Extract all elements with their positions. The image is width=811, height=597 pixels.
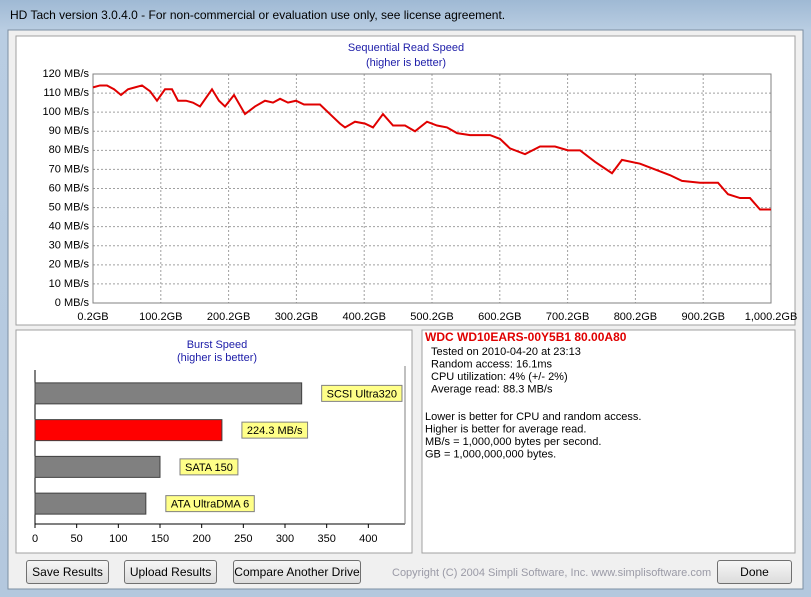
x-tick-label: 800.2GB bbox=[614, 311, 657, 323]
y-tick-label: 90 MB/s bbox=[49, 125, 90, 137]
x-tick-label: 500.2GB bbox=[410, 311, 453, 323]
info-line: CPU utilization: 4% (+/- 2%) bbox=[431, 371, 568, 383]
x-tick-label: 200 bbox=[192, 533, 210, 545]
y-tick-label: 40 MB/s bbox=[49, 221, 90, 233]
y-tick-label: 120 MB/s bbox=[43, 68, 90, 80]
save-button[interactable]: Save Results bbox=[26, 560, 109, 584]
bar bbox=[34, 455, 161, 478]
x-tick-label: 400 bbox=[359, 533, 377, 545]
x-tick-label: 400.2GB bbox=[342, 311, 385, 323]
info-note: Lower is better for CPU and random acces… bbox=[425, 411, 641, 423]
bar bbox=[34, 419, 223, 442]
x-tick-label: 0 bbox=[32, 533, 38, 545]
chart-title: Burst Speed bbox=[187, 339, 248, 351]
x-tick-label: 900.2GB bbox=[681, 311, 724, 323]
bar-label: SCSI Ultra320 bbox=[327, 388, 397, 400]
copyright: Copyright (C) 2004 Simpli Software, Inc.… bbox=[392, 567, 711, 579]
y-tick-label: 20 MB/s bbox=[49, 259, 90, 271]
y-tick-label: 0 MB/s bbox=[55, 297, 90, 309]
chart-title: Sequential Read Speed bbox=[348, 42, 464, 54]
x-tick-label: 1,000.2GB bbox=[745, 311, 798, 323]
x-tick-label: 0.2GB bbox=[77, 311, 108, 323]
y-tick-label: 50 MB/s bbox=[49, 201, 90, 213]
x-tick-label: 300 bbox=[276, 533, 294, 545]
bar-label-box bbox=[179, 458, 239, 476]
x-tick-label: 50 bbox=[71, 533, 83, 545]
chart-subtitle: (higher is better) bbox=[366, 57, 446, 69]
y-tick-label: 110 MB/s bbox=[43, 87, 89, 99]
x-tick-label: 300.2GB bbox=[275, 311, 318, 323]
info-line: Average read: 88.3 MB/s bbox=[431, 383, 553, 395]
drive-name: WDC WD10EARS-00Y5B1 80.00A80 bbox=[425, 330, 627, 344]
y-tick-label: 30 MB/s bbox=[49, 240, 90, 252]
info-line: Tested on 2010-04-20 at 23:13 bbox=[431, 346, 581, 358]
info-note: MB/s = 1,000,000 bytes per second. bbox=[425, 436, 601, 448]
bar-label: SATA 150 bbox=[185, 462, 233, 474]
bar-label: ATA UltraDMA 6 bbox=[171, 499, 249, 511]
bar-label-box bbox=[241, 421, 309, 439]
x-tick-label: 200.2GB bbox=[207, 311, 250, 323]
x-tick-label: 700.2GB bbox=[546, 311, 589, 323]
compare-button[interactable]: Compare Another Drive bbox=[233, 560, 361, 584]
x-tick-label: 100 bbox=[109, 533, 127, 545]
x-tick-label: 350 bbox=[317, 533, 335, 545]
bar-label-box bbox=[321, 384, 403, 402]
y-tick-label: 70 MB/s bbox=[49, 163, 90, 175]
x-tick-label: 250 bbox=[234, 533, 252, 545]
read-line bbox=[92, 84, 771, 211]
info-panel bbox=[421, 329, 796, 554]
window-title: HD Tach version 3.0.4.0 - For non-commer… bbox=[10, 8, 505, 22]
plot-frame bbox=[92, 73, 772, 304]
burst-panel bbox=[15, 329, 413, 554]
bar-label: 224.3 MB/s bbox=[247, 425, 303, 437]
y-tick-label: 60 MB/s bbox=[49, 182, 90, 194]
y-tick-label: 10 MB/s bbox=[49, 278, 90, 290]
info-line: Random access: 16.1ms bbox=[431, 358, 553, 370]
info-note: GB = 1,000,000,000 bytes. bbox=[425, 448, 556, 460]
chart-subtitle: (higher is better) bbox=[177, 352, 257, 364]
y-tick-label: 100 MB/s bbox=[43, 106, 90, 118]
upload-button[interactable]: Upload Results bbox=[124, 560, 217, 584]
done-button[interactable]: Done bbox=[717, 560, 792, 584]
x-tick-label: 100.2GB bbox=[139, 311, 182, 323]
x-tick-label: 600.2GB bbox=[478, 311, 521, 323]
info-note: Higher is better for average read. bbox=[425, 423, 586, 435]
x-tick-label: 150 bbox=[151, 533, 169, 545]
bar bbox=[34, 382, 303, 405]
read-panel bbox=[15, 35, 796, 326]
bar-label-box bbox=[165, 495, 255, 513]
bar bbox=[34, 492, 147, 515]
y-tick-label: 80 MB/s bbox=[49, 144, 90, 156]
